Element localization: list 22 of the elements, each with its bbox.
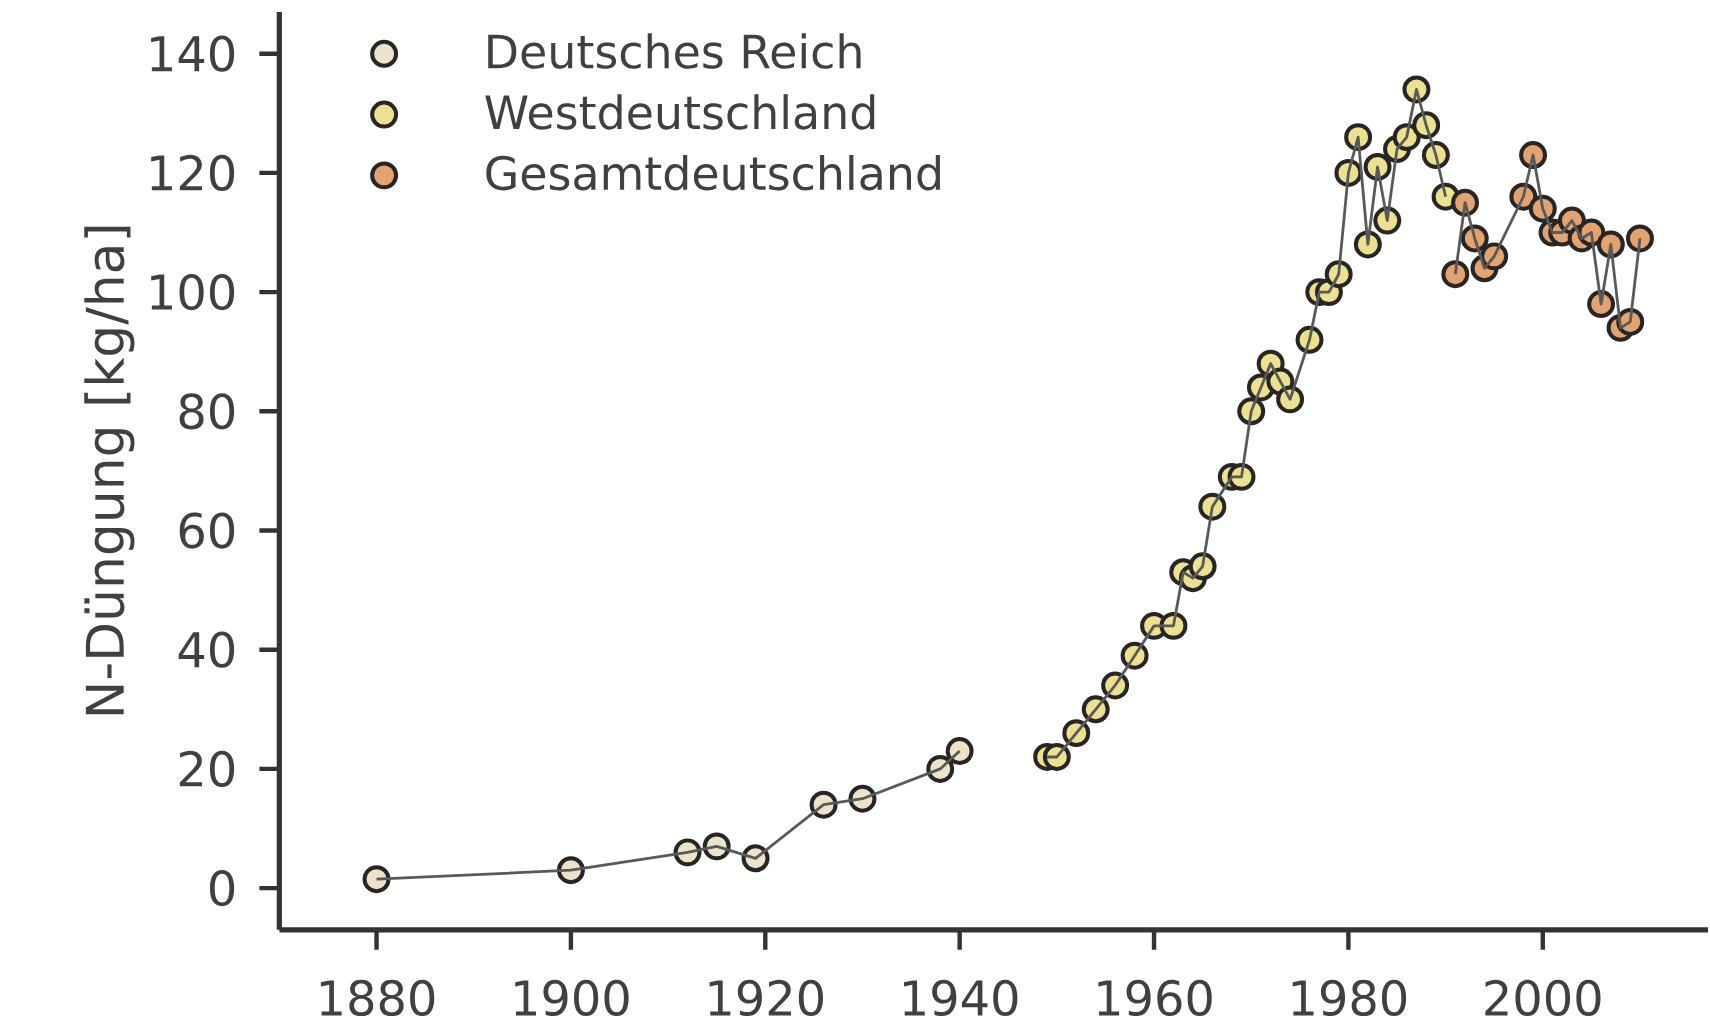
x-tick-label: 1880	[320, 980, 435, 1017]
x-tick-label: 1960	[1098, 980, 1212, 1017]
y-tick-label: 80	[179, 393, 235, 430]
legend-label: Gesamtdeutschland	[486, 155, 940, 191]
y-tick-label: 0	[209, 870, 235, 907]
point	[945, 737, 974, 766]
x-tick-label: 1920	[709, 980, 824, 1017]
x-tick-label: 1980	[1292, 980, 1407, 1017]
y-tick-label: 40	[178, 631, 235, 669]
point	[362, 865, 391, 894]
y-axis-title: N-Düngung [kg/ha]	[84, 227, 135, 715]
x-tick-label: 1940	[903, 980, 1018, 1017]
legend-label: Westdeutschland	[485, 94, 875, 130]
y-tick-label: 20	[179, 751, 235, 788]
legend-label: Deutsches Reich	[488, 33, 861, 70]
y-tick-label: 60	[179, 512, 235, 549]
point	[1441, 260, 1470, 289]
y-tick-label: 140	[151, 35, 235, 73]
x-tick-label: 2000	[1485, 980, 1601, 1017]
y-tick-label: 120	[151, 154, 235, 192]
y-tick-label: 100	[151, 274, 235, 311]
x-tick-label: 1900	[515, 980, 629, 1017]
